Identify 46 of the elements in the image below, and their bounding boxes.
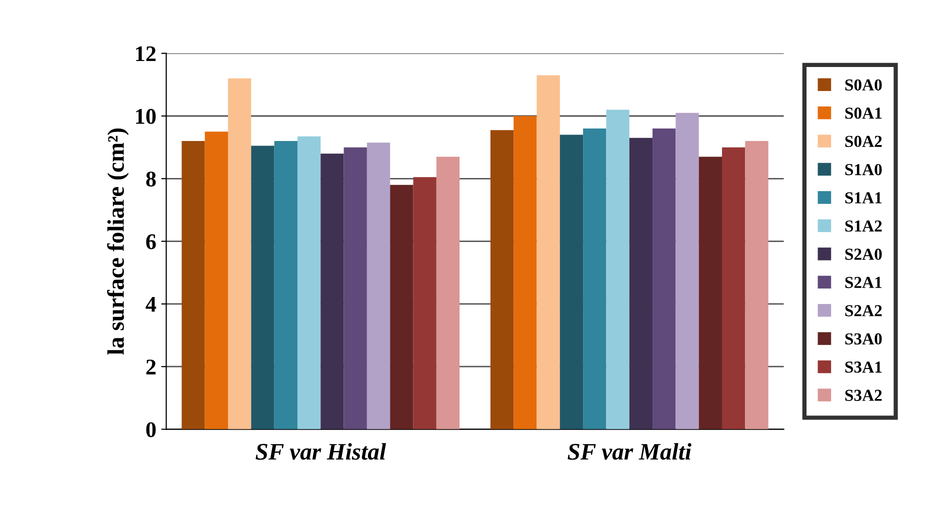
bar [698, 156, 722, 430]
legend-label: S1A2 [845, 220, 882, 232]
bar [722, 147, 746, 430]
bar [536, 75, 560, 430]
legend-label: S2A1 [845, 276, 882, 288]
y-axis-title: la surface foliare (cm²) [107, 128, 129, 355]
bar [344, 147, 367, 430]
bar [228, 78, 252, 430]
legend-label: S0A2 [845, 136, 882, 148]
legend-label: S1A1 [845, 192, 882, 204]
legend-label: S3A0 [845, 333, 882, 345]
bar [297, 136, 321, 430]
bar [436, 156, 460, 430]
y-tick-label: 10 [136, 108, 156, 124]
bar [560, 134, 584, 430]
bar [366, 142, 390, 430]
bar [745, 141, 768, 430]
y-tick-label: 4 [146, 297, 156, 312]
bar [490, 130, 514, 430]
bar [390, 184, 414, 430]
bar [676, 112, 699, 430]
legend-label: S0A1 [845, 108, 882, 119]
bar [583, 128, 606, 430]
y-tick-label: 12 [136, 46, 156, 62]
legend-label: S1A0 [845, 164, 882, 176]
bar [413, 177, 436, 430]
legend-label: S3A1 [845, 362, 882, 373]
bar [606, 110, 630, 430]
legend-label: S2A0 [845, 248, 882, 260]
x-tick-label: SF var Malti [568, 443, 692, 460]
legend-label: S0A0 [845, 79, 882, 91]
legend-label: S2A2 [845, 305, 882, 316]
legend-label: S3A2 [845, 390, 882, 401]
bar [652, 128, 676, 430]
bar [274, 141, 298, 430]
bar [629, 138, 653, 430]
bar [182, 141, 205, 430]
y-tick-label: 8 [146, 172, 156, 187]
y-tick-label: 0 [146, 422, 156, 438]
bar [320, 154, 344, 430]
y-tick-label: 2 [146, 360, 156, 374]
bar [251, 146, 274, 430]
bar [204, 132, 228, 430]
bar [514, 116, 537, 430]
x-tick-label: SF var Histal [256, 443, 386, 460]
y-tick-label: 6 [146, 234, 156, 250]
